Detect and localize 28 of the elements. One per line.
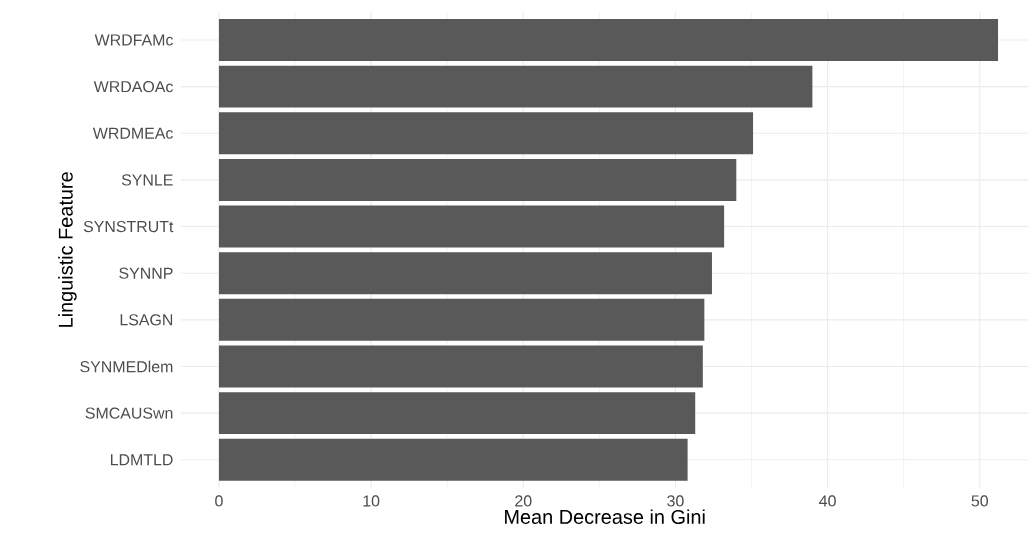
bar — [218, 112, 754, 155]
bar — [218, 345, 703, 388]
bar — [218, 392, 696, 435]
y-tick-label: LSAGN — [120, 314, 173, 326]
y-tick-label: WRDAOAc — [93, 81, 173, 93]
x-tick-label: 50 — [971, 495, 988, 507]
bar — [218, 438, 688, 481]
bar — [218, 205, 725, 248]
y-tick-label: SYNNP — [119, 267, 173, 279]
x-tick-label: 40 — [819, 495, 836, 507]
y-tick-label: SYNSTRUTt — [83, 221, 174, 233]
y-tick-label: LDMTLD — [110, 454, 173, 466]
y-tick-label: SYNMEDlem — [80, 360, 173, 373]
y-tick-label: WRDFAMc — [94, 34, 173, 46]
y-tick-label: WRDMEAc — [92, 127, 173, 139]
x-axis-title: Mean Decrease in Gini — [505, 509, 705, 525]
bar — [218, 159, 737, 202]
bar — [218, 252, 712, 295]
y-axis-title: Linguistic Feature — [58, 172, 77, 327]
y-tick-label: SMCAUSwn — [85, 407, 173, 419]
x-tick-label: 20 — [515, 495, 532, 507]
x-tick-label: 10 — [363, 495, 380, 507]
x-tick-label: 30 — [667, 495, 684, 507]
x-tick-label: 0 — [215, 495, 223, 507]
bar — [218, 298, 705, 341]
bar — [218, 19, 999, 62]
bar — [218, 65, 813, 108]
y-tick-label: SYNLE — [121, 174, 173, 186]
